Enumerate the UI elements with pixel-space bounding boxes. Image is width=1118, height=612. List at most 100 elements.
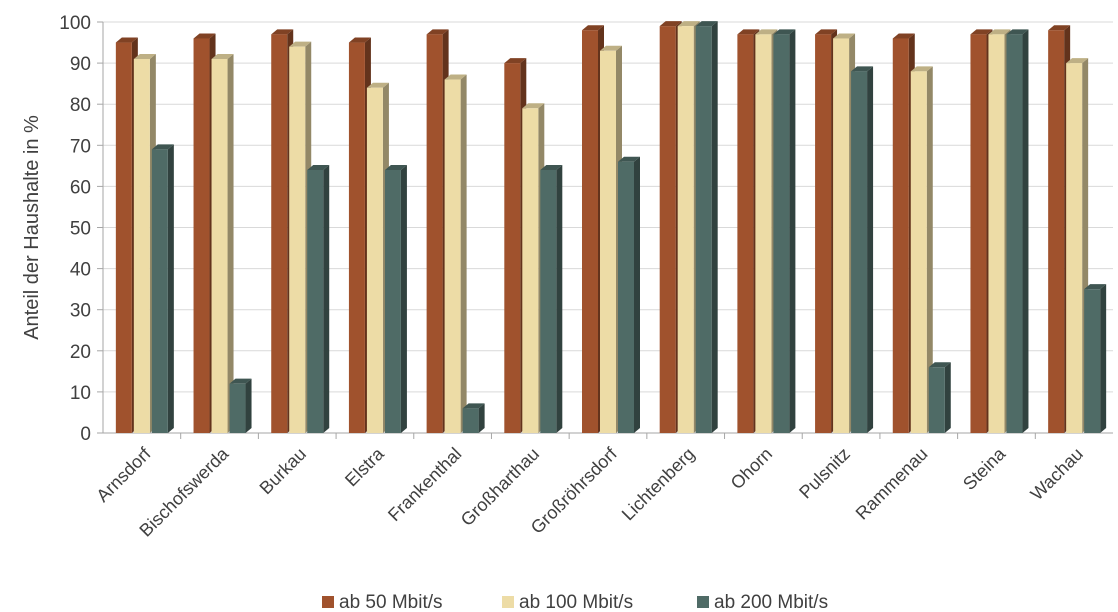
bar	[211, 53, 234, 434]
bar-front	[755, 34, 772, 434]
bar	[229, 378, 252, 433]
bar-front	[271, 34, 288, 434]
bar-top	[540, 164, 563, 170]
bar-top	[773, 29, 796, 35]
bar-top	[289, 41, 312, 47]
bar-top	[833, 33, 856, 39]
bar-front	[1006, 34, 1023, 434]
bar-top	[133, 53, 156, 59]
bar-front	[582, 30, 598, 433]
y-tick-label: 20	[70, 342, 91, 363]
bar-front	[600, 50, 616, 434]
bar	[851, 66, 874, 433]
bar-top	[928, 362, 951, 368]
bar-top	[384, 164, 407, 170]
bar-top	[151, 144, 174, 150]
y-tick-label: 0	[80, 424, 91, 445]
bar-side	[1022, 29, 1029, 434]
bar-front	[504, 63, 521, 433]
bar-top	[462, 403, 485, 409]
bar-front	[1048, 30, 1065, 433]
x-tick-label: Arnsdorf	[92, 443, 155, 506]
bar-top	[910, 66, 933, 72]
bar	[773, 29, 796, 434]
legend-item: ab 100 Mbit/s	[502, 592, 633, 612]
legend-label: ab 100 Mbit/s	[519, 592, 633, 612]
bar-top	[211, 53, 234, 59]
bar-side	[711, 21, 718, 434]
bar-side	[478, 403, 485, 433]
bar	[618, 156, 640, 434]
bar-front	[773, 34, 790, 434]
legend-swatch	[322, 596, 334, 608]
bar-side	[323, 164, 330, 433]
bar-front	[229, 383, 246, 433]
bar-side	[1100, 284, 1107, 433]
x-tick-label: Burkau	[256, 444, 310, 498]
x-tick-label: Lichtenberg	[618, 444, 699, 525]
bar	[1006, 29, 1029, 434]
bar	[151, 144, 174, 433]
bar-side	[789, 29, 796, 434]
bar-side	[867, 66, 874, 433]
bar-side	[245, 378, 252, 433]
bar-top	[677, 21, 700, 27]
bar-front	[366, 87, 383, 433]
x-tick-label: Steina	[959, 443, 1010, 494]
bar	[444, 74, 467, 433]
bar-front	[348, 42, 365, 434]
bar	[910, 66, 933, 433]
bar-top	[366, 82, 389, 88]
bar-side	[926, 66, 933, 433]
bar-top	[659, 21, 682, 27]
bar-front	[737, 34, 754, 434]
bar-front	[462, 408, 479, 433]
bar-side	[556, 164, 563, 433]
bar-top	[892, 33, 915, 39]
bar	[1084, 284, 1107, 433]
bar-top	[600, 45, 622, 51]
bar-side	[944, 362, 951, 433]
y-tick-label: 60	[70, 177, 91, 198]
bar-front	[833, 38, 850, 433]
bar-top	[618, 156, 640, 162]
bar-front	[1084, 289, 1101, 433]
x-tick-label: Frankenthal	[384, 444, 465, 525]
x-tick-label: Großharthau	[457, 444, 543, 530]
bar	[384, 164, 407, 433]
bar-front	[851, 71, 868, 433]
bar-top	[695, 21, 718, 27]
bar-top	[755, 29, 778, 35]
bar	[695, 21, 718, 434]
bar-top	[1006, 29, 1029, 35]
y-tick-label: 80	[70, 95, 91, 116]
bar-top	[851, 66, 874, 72]
x-tick-label: Rammenau	[852, 444, 932, 524]
bar	[307, 164, 330, 433]
y-tick-label: 70	[70, 136, 91, 157]
bar-front	[695, 26, 712, 434]
bar-front	[910, 71, 927, 433]
legend-item: ab 50 Mbit/s	[322, 592, 443, 612]
bar-front	[444, 79, 461, 433]
x-tick-label: Wachau	[1027, 444, 1087, 504]
bar-front	[677, 26, 694, 434]
bar-front	[988, 34, 1005, 434]
y-tick-label: 50	[70, 219, 91, 240]
bar-top	[193, 33, 216, 39]
bar-front	[426, 34, 443, 434]
bar-front	[211, 58, 228, 434]
bar-side	[634, 156, 640, 434]
legend-swatch	[502, 596, 514, 608]
bar-front	[892, 38, 909, 433]
x-tick-label: Pulsnitz	[795, 444, 854, 503]
bar-top	[271, 29, 294, 35]
bar-side	[227, 53, 234, 434]
bar-top	[444, 74, 467, 80]
y-tick-label: 90	[70, 54, 91, 75]
bar-top	[348, 37, 371, 43]
legend-item: ab 200 Mbit/s	[697, 592, 828, 612]
legend-swatch	[697, 596, 709, 608]
bar-top	[1048, 25, 1071, 31]
bar-top	[970, 29, 993, 35]
